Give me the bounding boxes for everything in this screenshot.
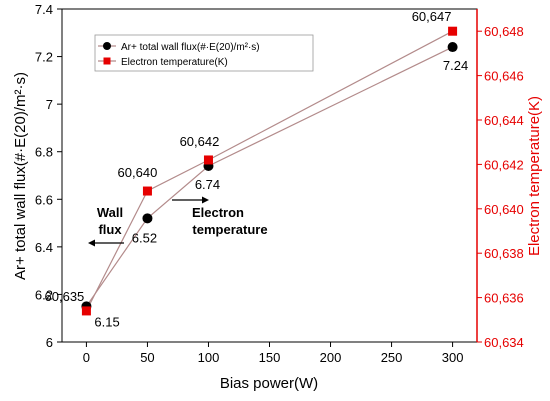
- x-tick-label: 0: [83, 350, 90, 365]
- y-right-tick-label: 60,648: [484, 24, 524, 39]
- annotation-wall-flux: flux: [98, 222, 122, 237]
- legend-marker-square: [103, 57, 111, 65]
- wall-flux-point: [142, 213, 153, 224]
- legend-box: [94, 34, 314, 72]
- x-tick-label: 200: [320, 350, 342, 365]
- y-right-tick-label: 60,642: [484, 157, 524, 172]
- x-tick-label: 150: [259, 350, 281, 365]
- labels-layer: 6.15 6.52 6.74 7.24 60,635 60,640 60,642 60,647: [45, 9, 469, 329]
- electron-temperature-point: [203, 155, 213, 165]
- y-left-tick-label: 6: [46, 335, 53, 350]
- y-right-tick-label: 60,646: [484, 69, 524, 84]
- y-left-tick-label: 6.6: [35, 192, 53, 207]
- electron-temperature-point: [448, 26, 458, 36]
- electron-temperature-value-label: 60,647: [412, 9, 452, 24]
- points-layer: [81, 26, 458, 316]
- legend-marker-circle: [103, 42, 111, 50]
- annotation-wall-flux: Wall: [97, 205, 123, 220]
- y-axis-label-left: Ar+ total wall flux(#·E(20)/m²·s): [12, 72, 29, 280]
- legend-label: Ar+ total wall flux(#·E(20)/m²·s): [121, 42, 260, 53]
- electron-temperature-value-label: 60,635: [45, 289, 85, 304]
- x-tick-label: 300: [442, 350, 464, 365]
- electron-temperature-value-label: 60,640: [118, 165, 158, 180]
- y-right-tick-label: 60,644: [484, 113, 524, 128]
- series-line: [85, 30, 453, 312]
- annotation-layer: Wall flux Electron temperature: [88, 196, 268, 247]
- electron-temperature-point: [142, 186, 152, 196]
- electron-temperature-point: [81, 306, 91, 316]
- wall-flux-point: [447, 42, 458, 53]
- wall-flux-value-label: 6.52: [132, 230, 157, 245]
- x-tick-label: 250: [381, 350, 403, 365]
- y-left-tick-label: 7: [46, 97, 53, 112]
- y-right-tick-label: 60,634: [484, 335, 524, 350]
- wall-flux-value-label: 7.24: [443, 58, 468, 73]
- ticks-layer: 0 50 100 150 200 250 300 6 6.2 6.4 6.6 6.8 7 7.2 7.4 60…: [35, 2, 524, 365]
- y-left-tick-label: 6.4: [35, 240, 53, 255]
- y-left-tick-label: 6.2: [35, 287, 53, 302]
- y-left-tick-label: 7.2: [35, 50, 53, 65]
- annotation-arrowhead-left: [88, 239, 95, 247]
- y-axis-label-right: Electron temperature(K): [526, 96, 543, 256]
- legend-label: Electron temperature(K): [121, 57, 228, 68]
- lines-layer: [85, 30, 453, 312]
- series-line: [85, 46, 453, 307]
- y-right-tick-label: 60,636: [484, 291, 524, 306]
- electron-temperature-value-label: 60,642: [180, 134, 220, 149]
- y-left-tick-label: 7.4: [35, 2, 53, 17]
- annotation-electron-temperature: temperature: [192, 222, 267, 237]
- x-tick-label: 100: [198, 350, 220, 365]
- annotation-arrowhead-right: [202, 196, 209, 204]
- annotation-electron-temperature: Electron: [192, 205, 244, 220]
- wall-flux-value-label: 6.15: [94, 314, 119, 329]
- y-right-tick-label: 60,638: [484, 246, 524, 261]
- y-left-tick-label: 6.8: [35, 145, 53, 160]
- y-right-tick-label: 60,640: [484, 202, 524, 217]
- x-axis-label: Bias power(W): [220, 375, 318, 392]
- legend: Ar+ total wall flux(#·E(20)/m²·s) Electro…: [94, 34, 314, 72]
- x-tick-label: 50: [140, 350, 154, 365]
- wall-flux-value-label: 6.74: [195, 177, 220, 192]
